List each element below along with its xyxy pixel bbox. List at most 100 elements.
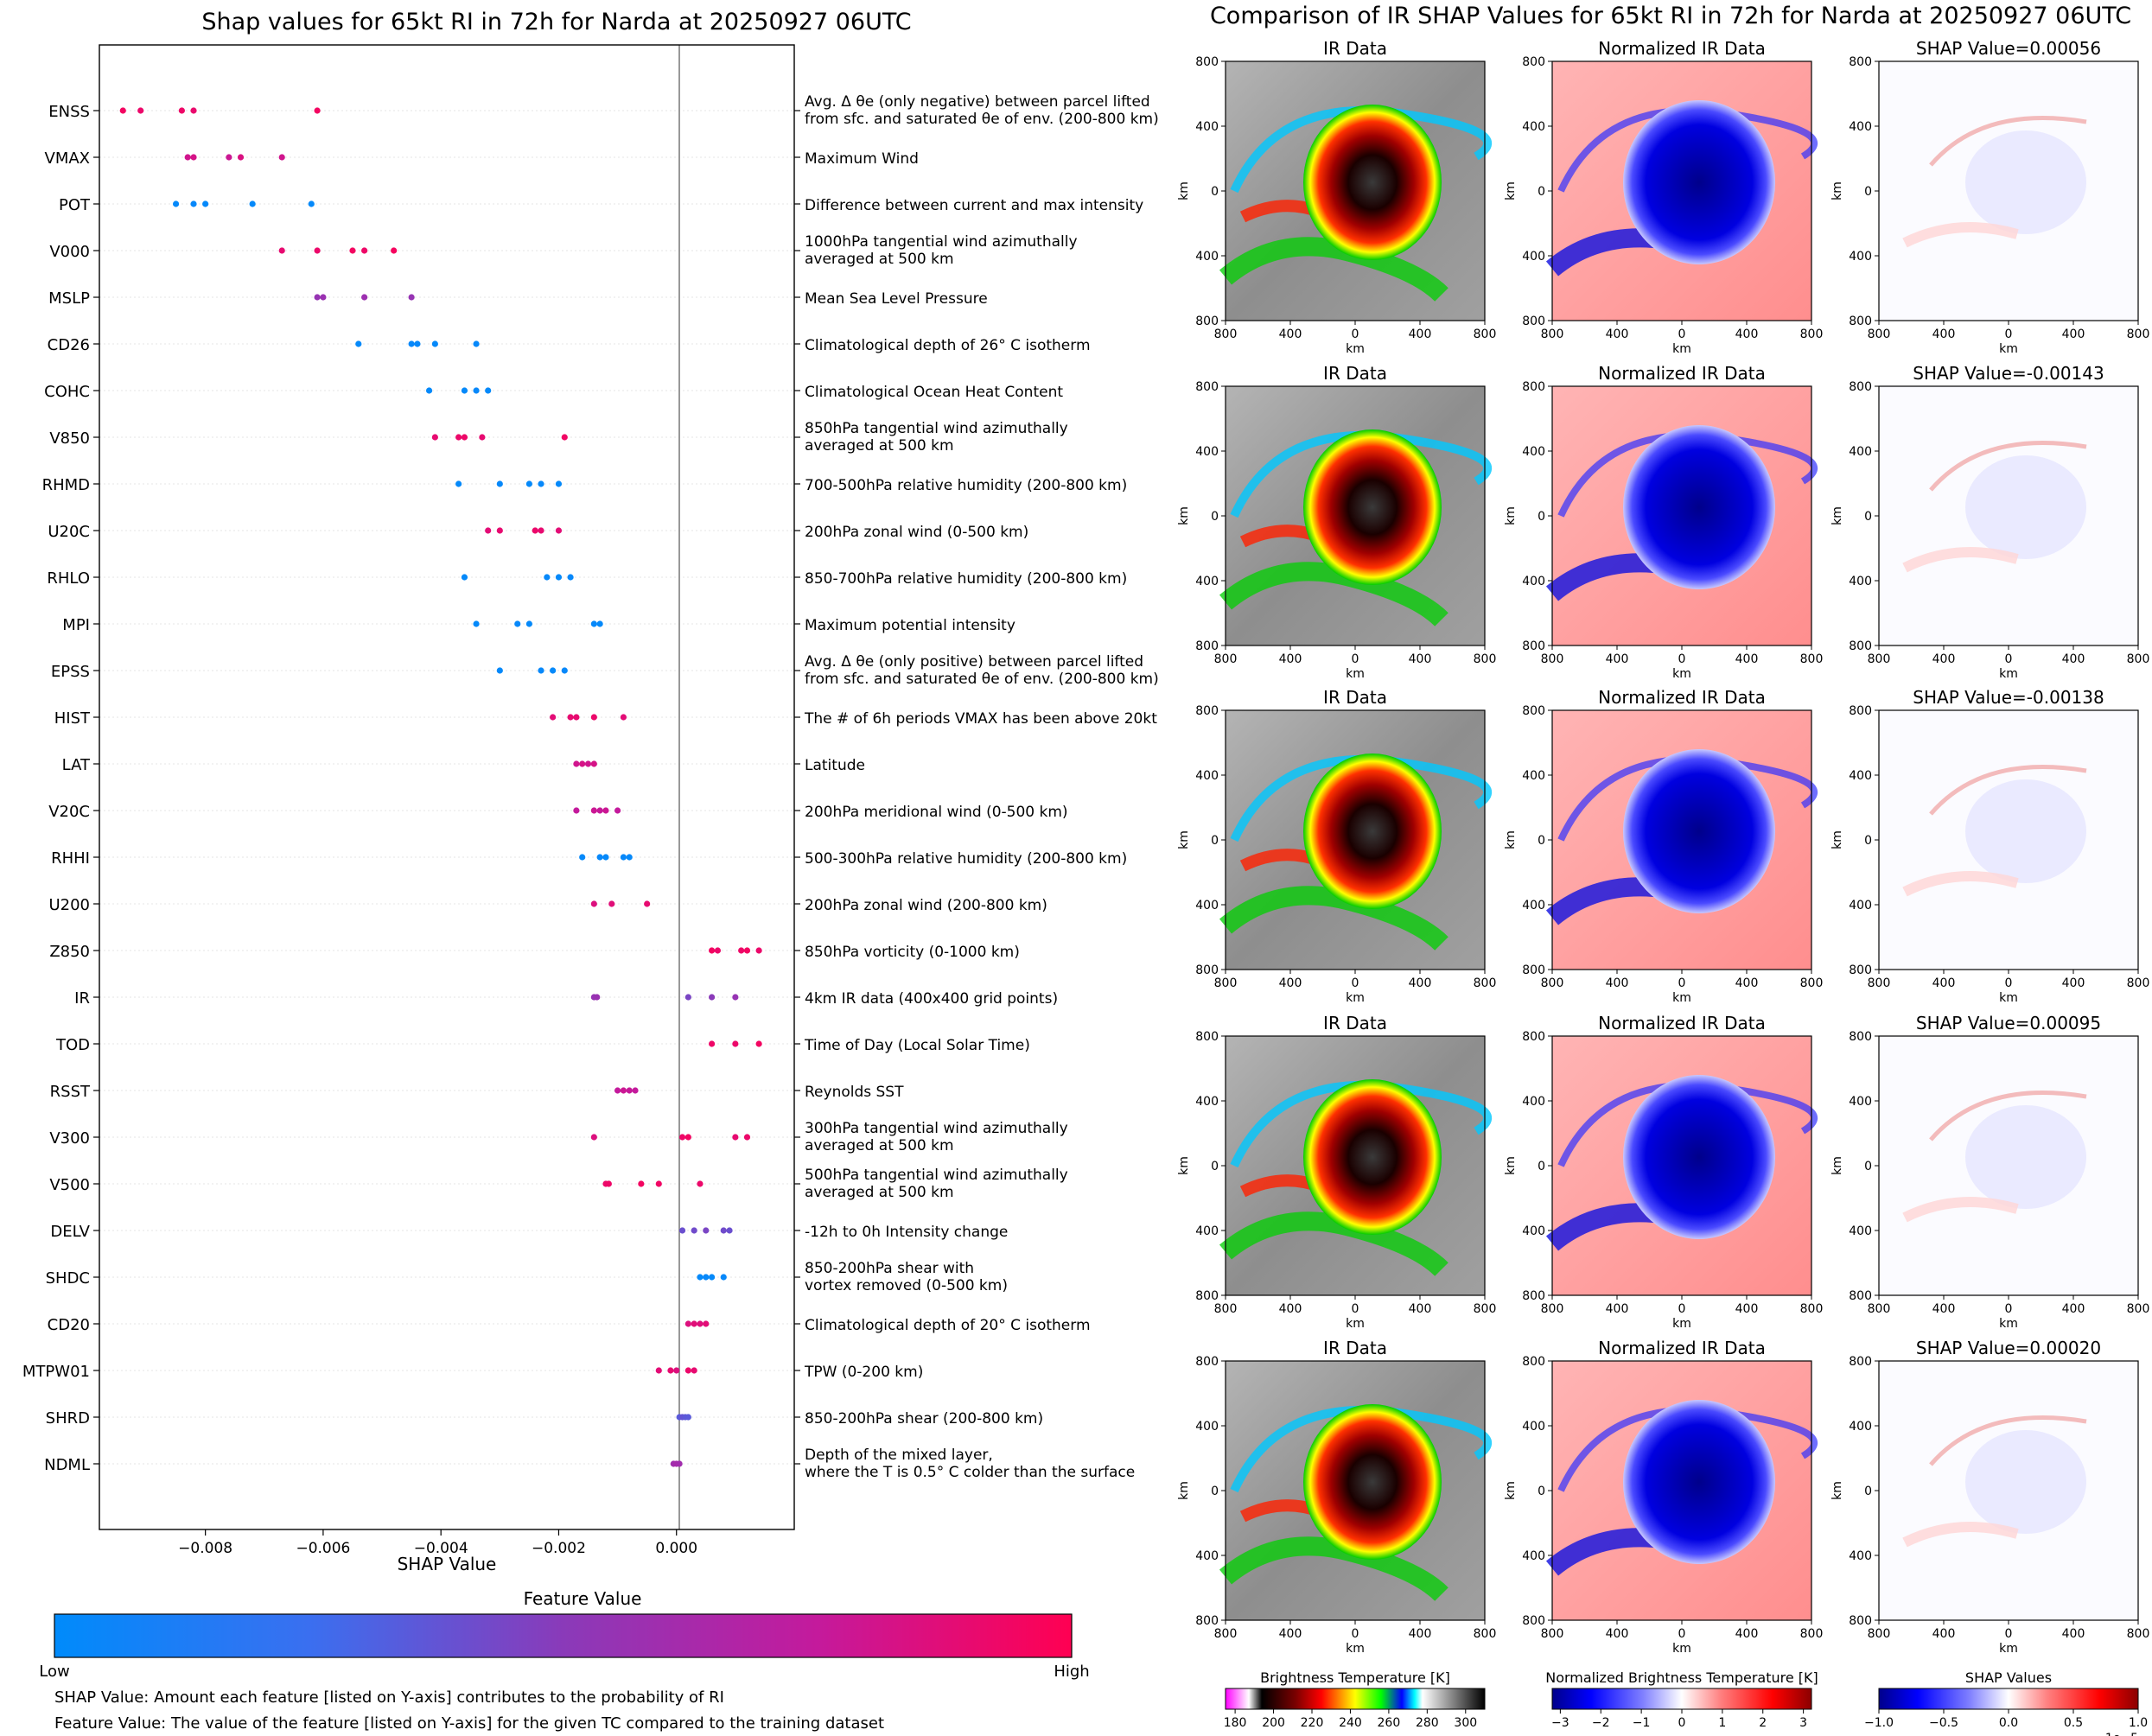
shap-point [720, 1227, 727, 1234]
panel-ytick-label: 800 [1195, 1030, 1219, 1044]
shap-point [226, 154, 232, 161]
panel-ytick-label: 400 [1195, 445, 1219, 459]
shap-point [697, 1180, 704, 1187]
panel-xlabel: km [1999, 1317, 2018, 1331]
shap-point [249, 200, 256, 207]
shap-feature [1965, 1430, 2086, 1534]
panel-ytick-label: 400 [1522, 250, 1545, 264]
shap-point [455, 480, 462, 487]
panel-ytick-label: 0 [1538, 510, 1545, 524]
feature-description: Depth of the mixed layer, [805, 1447, 993, 1464]
feature-label: V300 [49, 1129, 90, 1148]
shap-point [732, 994, 739, 1001]
colorbar-tick-label: 220 [1301, 1716, 1324, 1730]
shap-point [620, 854, 627, 861]
feature-label: EPSS [51, 663, 90, 681]
ir-storm-core [1303, 1404, 1442, 1560]
panel-title: Normalized IR Data [1598, 38, 1766, 59]
panel-xlabel: km [1999, 667, 2018, 681]
panel-xtick-label: 400 [2062, 976, 2085, 990]
colorbar-tick-label: 300 [1454, 1716, 1477, 1730]
norm-storm-core [1623, 425, 1775, 589]
shap-point [608, 900, 615, 907]
panel-xtick-label: 800 [1474, 1627, 1497, 1641]
panel-xtick-label: 400 [2062, 652, 2085, 666]
shap-point [550, 714, 557, 721]
shap-point [703, 1227, 710, 1234]
feature-label: TOD [55, 1036, 90, 1054]
feature-row-v500: V500 500hPa tangential wind azimuthallyav… [49, 1167, 1067, 1201]
shap-point [596, 620, 603, 627]
shap-point [678, 1134, 686, 1141]
panel-xtick-label: 800 [1800, 976, 1824, 990]
xtick-label: 0.000 [655, 1540, 697, 1557]
panel-ylabel: km [1504, 1481, 1518, 1500]
shap-point [525, 480, 532, 487]
panel-ytick-label: 800 [1522, 1355, 1545, 1369]
panel-xtick-label: 400 [1279, 652, 1302, 666]
panel-xlabel: km [1672, 991, 1691, 1005]
feature-row-u20c: U20C 200hPa zonal wind (0-500 km) [48, 523, 1028, 541]
panel-ytick-label: 800 [1849, 55, 1872, 69]
shap-point [425, 387, 433, 394]
panel-ytick-label: 400 [1195, 1224, 1219, 1238]
feature-description: 500-300hPa relative humidity (200-800 km… [805, 850, 1127, 868]
feature-label: CD20 [48, 1316, 90, 1334]
panel-xtick-label: 800 [1474, 327, 1497, 341]
feature-label: DELV [50, 1223, 90, 1241]
panel-ytick-label: 0 [1538, 1485, 1545, 1498]
shap-point [496, 527, 503, 534]
feature-description: Mean Sea Level Pressure [805, 290, 988, 308]
panel-ytick-label: 800 [1849, 315, 1872, 328]
panel-ytick-label: 0 [1538, 1160, 1545, 1173]
feature-description: averaged at 500 km [805, 1184, 954, 1201]
panel-xtick-label: 400 [1279, 327, 1302, 341]
shap-point [590, 714, 597, 721]
feature-description: Climatological depth of 20° C isotherm [805, 1317, 1091, 1334]
shap-feature [1902, 871, 2019, 897]
feature-description: 850-200hPa shear with [805, 1260, 974, 1277]
colorbar-tick-label: 0.0 [1999, 1716, 2018, 1730]
beeswarm-axes-frame [99, 44, 795, 1530]
shap-point [732, 1040, 739, 1047]
shap-point [561, 667, 568, 674]
panel-xtick-label: 800 [1800, 1302, 1824, 1316]
shap-point [697, 1274, 704, 1281]
beeswarm-xlabel: SHAP Value [398, 1554, 497, 1574]
panel-xtick-label: 800 [1214, 976, 1238, 990]
shap-point [684, 1367, 691, 1374]
panel-ytick-label: 0 [1864, 510, 1872, 524]
shap-point [691, 1320, 697, 1327]
colorbar-tick-label: −3 [1551, 1716, 1569, 1730]
panel-xtick-label: 400 [2062, 1627, 2085, 1641]
panel-xtick-label: 800 [1541, 1627, 1564, 1641]
shap-point [755, 1040, 762, 1047]
panel-title: SHAP Value=0.00095 [1916, 1013, 2101, 1033]
shap-point [584, 760, 592, 767]
shap-feature [1965, 1105, 2086, 1209]
shap-point [620, 714, 627, 721]
panel-ytick-label: 800 [1195, 1614, 1219, 1628]
feature-row-cd26: CD26 Climatological depth of 26° C isothe… [48, 336, 1091, 354]
shap-point [602, 854, 609, 861]
panel-xtick-label: 400 [1606, 327, 1629, 341]
feature-label: HIST [54, 709, 91, 728]
colorbar-tick-label: 1 [1718, 1716, 1726, 1730]
shap-point [590, 760, 597, 767]
shap-point [602, 807, 609, 814]
panel-xtick-label: 400 [1409, 652, 1432, 666]
panel-xtick-label: 800 [1800, 652, 1824, 666]
panel-xtick-label: 400 [1932, 1302, 1956, 1316]
panel-title: Normalized IR Data [1598, 687, 1766, 708]
shap-point [496, 480, 503, 487]
shap-point [573, 760, 580, 767]
feature-label: RHMD [42, 476, 90, 494]
feature-row-hist: HIST The # of 6h periods VMAX has been ab… [54, 709, 1157, 728]
shap-point [278, 247, 285, 254]
shap-point [184, 154, 191, 161]
feature-value-gradient [54, 1613, 1073, 1658]
panel-title: IR Data [1323, 1338, 1387, 1358]
feature-description: Climatological depth of 26° C isotherm [805, 337, 1091, 354]
feature-row-shrd: SHRD 850-200hPa shear (200-800 km) [46, 1409, 1043, 1428]
